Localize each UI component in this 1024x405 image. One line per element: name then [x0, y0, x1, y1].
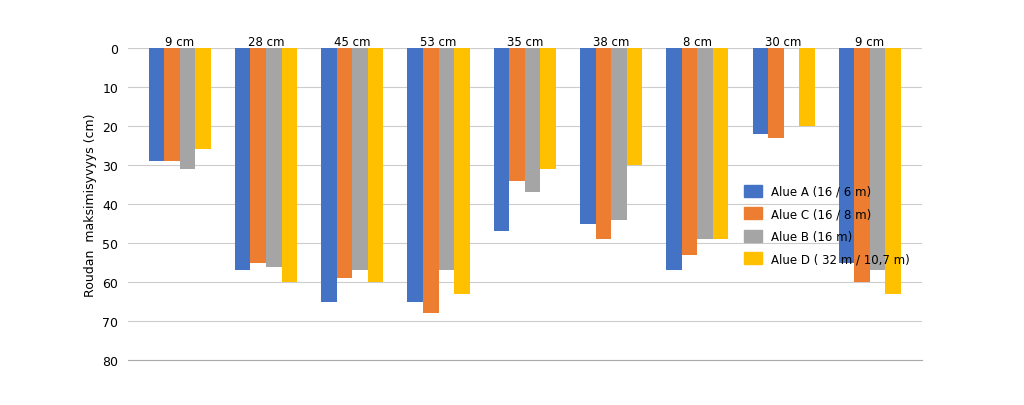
Bar	[282, 49, 297, 283]
Bar	[148, 49, 164, 162]
Text: 30 cm: 30 cm	[765, 36, 802, 49]
Bar	[713, 49, 728, 240]
Bar	[251, 49, 266, 263]
Bar	[509, 49, 525, 181]
Bar	[596, 49, 611, 240]
Bar	[266, 49, 282, 267]
Bar	[667, 49, 682, 271]
Bar	[627, 49, 642, 166]
Bar	[886, 49, 901, 294]
Bar	[869, 49, 886, 271]
Legend: Alue A (16 / 6 m), Alue C (16 / 8 m), Alue B (16 m), Alue D ( 32 m / 10,7 m): Alue A (16 / 6 m), Alue C (16 / 8 m), Al…	[738, 179, 915, 271]
Bar	[753, 49, 768, 134]
Bar	[408, 49, 423, 302]
Bar	[854, 49, 869, 283]
Text: 35 cm: 35 cm	[507, 36, 543, 49]
Bar	[164, 49, 180, 162]
Bar	[423, 49, 438, 313]
Bar	[494, 49, 509, 232]
Bar	[525, 49, 541, 193]
Bar	[337, 49, 352, 279]
Bar	[839, 49, 854, 263]
Y-axis label: Roudan  maksimisyvyys (cm): Roudan maksimisyvyys (cm)	[84, 113, 96, 296]
Bar	[234, 49, 251, 271]
Text: 28 cm: 28 cm	[248, 36, 285, 49]
Bar	[180, 49, 196, 169]
Bar	[322, 49, 337, 302]
Text: 45 cm: 45 cm	[334, 36, 371, 49]
Text: 8 cm: 8 cm	[683, 36, 712, 49]
Bar	[697, 49, 713, 240]
Bar	[611, 49, 627, 220]
Text: 53 cm: 53 cm	[420, 36, 457, 49]
Bar	[368, 49, 383, 283]
Bar	[352, 49, 368, 271]
Text: 38 cm: 38 cm	[593, 36, 630, 49]
Bar	[768, 49, 783, 138]
Bar	[454, 49, 470, 294]
Text: 9 cm: 9 cm	[165, 36, 195, 49]
Text: 9 cm: 9 cm	[855, 36, 885, 49]
Bar	[799, 49, 815, 126]
Bar	[196, 49, 211, 150]
Bar	[541, 49, 556, 169]
Bar	[580, 49, 596, 224]
Bar	[682, 49, 697, 255]
Bar	[438, 49, 454, 271]
